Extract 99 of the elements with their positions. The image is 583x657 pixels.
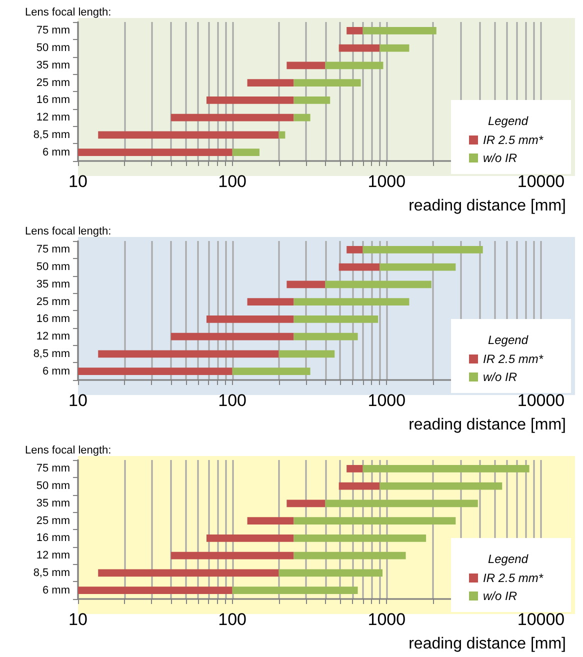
bar xyxy=(170,552,294,560)
bar xyxy=(380,482,502,490)
y-tick-label: 25 mm xyxy=(36,514,70,527)
x-tick-label: 10000 xyxy=(517,610,565,629)
bar xyxy=(338,263,380,271)
y-axis-title: Lens focal length: xyxy=(25,6,112,18)
y-tick-label: 16 mm xyxy=(36,94,70,106)
x-axis-title: reading distance [mm] xyxy=(408,636,566,652)
legend-title: Legend xyxy=(488,333,528,347)
y-tick-label: 75 mm xyxy=(36,24,70,37)
bar xyxy=(325,500,478,508)
y-tick-label: 8,5 mm xyxy=(33,128,70,141)
x-axis-title: reading distance [mm] xyxy=(408,198,566,214)
legend-label: w/o IR xyxy=(482,589,518,603)
legend-label: w/o IR xyxy=(482,151,518,165)
y-tick-label: 35 mm xyxy=(36,497,70,510)
bar xyxy=(380,263,456,271)
bar xyxy=(286,500,326,508)
bar xyxy=(247,79,294,86)
y-tick-label: 8,5 mm xyxy=(33,566,70,579)
y-tick-label: 75 mm xyxy=(36,462,70,475)
bar xyxy=(98,569,279,577)
bar xyxy=(325,62,384,70)
bar xyxy=(294,517,456,524)
legend-title: Legend xyxy=(488,114,528,128)
y-tick-label: 16 mm xyxy=(36,532,70,544)
y-tick-label: 50 mm xyxy=(36,480,70,492)
y-tick-label: 6 mm xyxy=(42,584,70,596)
y-tick-label: 16 mm xyxy=(36,313,70,326)
bar xyxy=(286,62,326,70)
y-tick-label: 6 mm xyxy=(42,365,70,378)
y-tick-label: 25 mm xyxy=(36,76,70,89)
bar xyxy=(325,280,432,288)
x-tick-label: 100 xyxy=(218,391,247,410)
bar xyxy=(206,96,294,104)
bar xyxy=(346,27,363,34)
bar xyxy=(294,534,426,542)
bar xyxy=(346,465,363,472)
bar xyxy=(294,552,406,560)
bar xyxy=(294,298,410,306)
legend-label: IR 2.5 mm* xyxy=(482,352,544,366)
bar xyxy=(78,586,232,594)
bar xyxy=(206,316,294,323)
y-axis-title: Lens focal length: xyxy=(25,444,112,456)
legend-title: Legend xyxy=(488,552,528,566)
x-tick-label: 10 xyxy=(68,610,88,629)
bar xyxy=(232,148,260,156)
bar xyxy=(380,44,410,52)
x-tick-label: 10 xyxy=(68,172,88,191)
bar xyxy=(294,96,330,104)
x-tick-label: 10 xyxy=(68,391,88,410)
bar xyxy=(206,534,294,542)
x-tick-label: 1000 xyxy=(368,172,406,191)
y-tick-label: 25 mm xyxy=(36,296,70,308)
bar xyxy=(338,482,380,490)
bar xyxy=(294,332,358,340)
bar xyxy=(232,586,358,594)
y-tick-label: 6 mm xyxy=(42,146,70,158)
bar xyxy=(247,298,294,306)
bar xyxy=(362,27,436,34)
bar xyxy=(286,280,326,288)
bar xyxy=(362,465,530,472)
y-tick-label: 12 mm xyxy=(36,112,70,124)
bar xyxy=(98,350,279,358)
y-tick-label: 35 mm xyxy=(36,278,70,290)
bar xyxy=(346,246,363,254)
bar xyxy=(98,131,279,139)
y-tick-label: 75 mm xyxy=(36,244,70,256)
x-tick-label: 100 xyxy=(218,610,247,629)
bar xyxy=(247,517,294,524)
bar xyxy=(78,368,232,375)
legend-label: w/o IR xyxy=(482,370,518,384)
x-axis-title: reading distance [mm] xyxy=(408,416,566,434)
bar xyxy=(294,114,310,122)
bar xyxy=(278,131,286,139)
y-tick-label: 50 mm xyxy=(36,261,70,274)
bar xyxy=(232,368,310,375)
bar xyxy=(78,148,232,156)
legend-label: IR 2.5 mm* xyxy=(482,133,544,147)
x-tick-label: 100 xyxy=(218,172,247,191)
bar xyxy=(170,332,294,340)
bar xyxy=(294,79,361,86)
x-tick-label: 10000 xyxy=(517,391,565,410)
bar xyxy=(170,114,294,122)
legend-label: IR 2.5 mm* xyxy=(482,571,544,585)
y-tick-label: 12 mm xyxy=(36,330,70,343)
y-axis-title: Lens focal length: xyxy=(25,226,112,238)
bar xyxy=(294,316,378,323)
bar xyxy=(362,246,483,254)
x-tick-label: 10000 xyxy=(517,172,565,191)
y-tick-label: 50 mm xyxy=(36,42,70,54)
x-tick-label: 1000 xyxy=(368,610,406,629)
bar xyxy=(338,44,380,52)
x-tick-label: 1000 xyxy=(368,391,406,410)
bar xyxy=(278,350,335,358)
bar xyxy=(278,569,383,577)
y-tick-label: 8,5 mm xyxy=(33,348,70,360)
y-tick-label: 12 mm xyxy=(36,550,70,562)
y-tick-label: 35 mm xyxy=(36,59,70,72)
